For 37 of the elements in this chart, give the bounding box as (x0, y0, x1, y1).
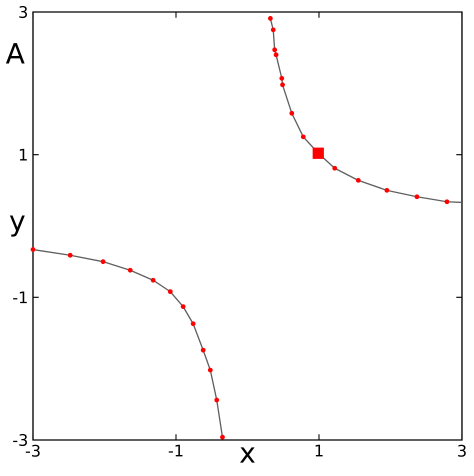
point (30, 247, 36, 252)
point (128, 268, 132, 273)
y-tick-label: -3 (12, 434, 27, 446)
point (180, 304, 186, 310)
point (312, 148, 324, 159)
point (414, 194, 420, 200)
x-tick-label: 1 (315, 444, 322, 456)
x-axis-title: x (240, 447, 255, 463)
point (332, 166, 337, 171)
x-tick-label: 3 (458, 444, 466, 457)
x-tick-label: -1 (168, 444, 182, 456)
y-tick-label: 3 (19, 6, 27, 18)
point (300, 134, 306, 140)
point (384, 188, 390, 193)
text: A (6, 43, 24, 64)
point (220, 434, 225, 440)
point (268, 16, 273, 21)
point (168, 289, 173, 294)
point (208, 368, 213, 372)
point (444, 199, 450, 204)
point (150, 278, 156, 283)
point (280, 82, 285, 88)
point (100, 259, 106, 264)
line-series (270, 18, 462, 204)
point (270, 27, 276, 32)
point (68, 252, 72, 258)
point (272, 47, 277, 52)
point (190, 321, 196, 326)
y-tick-label: -1 (12, 292, 27, 304)
point (200, 348, 206, 353)
y-tick-label: 1 (20, 148, 27, 161)
point (279, 76, 284, 81)
y-axis-title: y (10, 215, 25, 237)
point (289, 110, 294, 116)
point (356, 178, 361, 183)
point (274, 52, 278, 58)
point (214, 398, 219, 402)
